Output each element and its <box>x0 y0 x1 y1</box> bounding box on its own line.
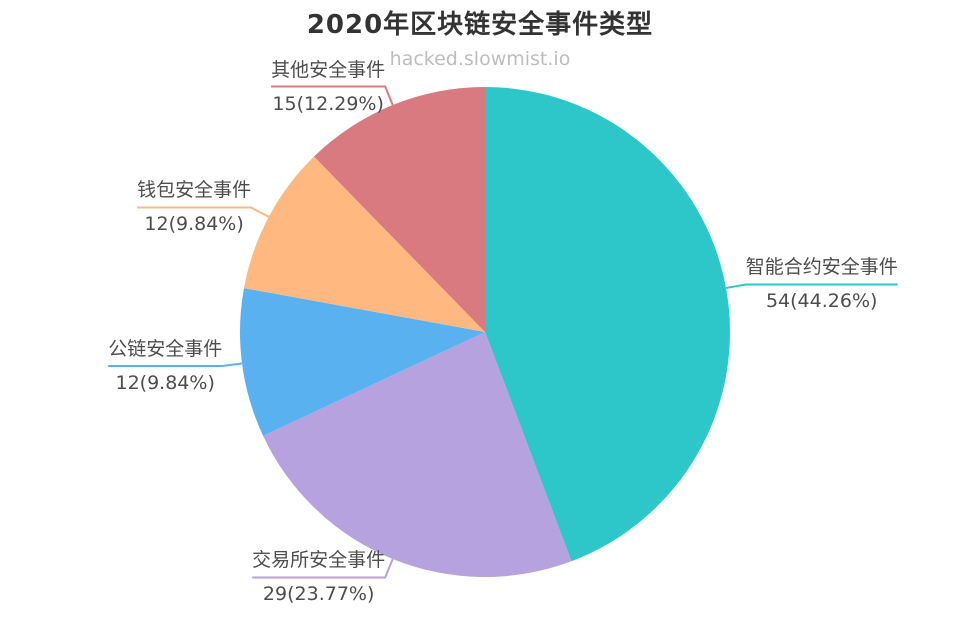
pie-slice-3[interactable] <box>243 156 485 332</box>
pie-slice-4[interactable] <box>314 87 485 332</box>
slice-label-1: 交易所安全事件 29(23.77%) <box>252 547 385 607</box>
label-line-3 <box>137 206 270 218</box>
slice-label-value: 29(23.77%) <box>262 583 375 606</box>
label-line-2 <box>108 362 243 368</box>
label-line-0 <box>725 283 898 290</box>
slice-label-value: 15(12.29%) <box>272 92 384 115</box>
slice-label-3: 钱包安全事件 12(9.84%) <box>137 177 251 237</box>
slice-label-4: 其他安全事件 15(12.29%) <box>271 57 385 117</box>
pie-slice-2[interactable] <box>239 288 485 436</box>
slice-label-value: 54(44.26%) <box>765 290 878 313</box>
slice-label-name: 钱包安全事件 <box>137 179 252 202</box>
chart-title: 2020年区块链安全事件类型 <box>306 10 654 40</box>
pie-slice-1[interactable] <box>263 332 572 577</box>
label-line-1 <box>252 558 394 579</box>
slice-label-value: 12(9.84%) <box>115 372 215 395</box>
slice-label-name: 交易所安全事件 <box>252 549 386 572</box>
label-line-4 <box>271 85 394 106</box>
watermark-text: hacked.slowmist.io <box>389 48 571 70</box>
slice-label-name: 其他安全事件 <box>271 58 386 81</box>
slice-label-name: 公链安全事件 <box>108 338 223 361</box>
slice-label-value: 12(9.84%) <box>144 213 244 236</box>
pie-slice-0[interactable] <box>485 87 730 562</box>
slice-label-0: 智能合约安全事件 54(44.26%) <box>746 254 898 314</box>
slice-label-name: 智能合约安全事件 <box>745 256 898 279</box>
slice-label-2: 公链安全事件 12(9.84%) <box>108 336 222 396</box>
